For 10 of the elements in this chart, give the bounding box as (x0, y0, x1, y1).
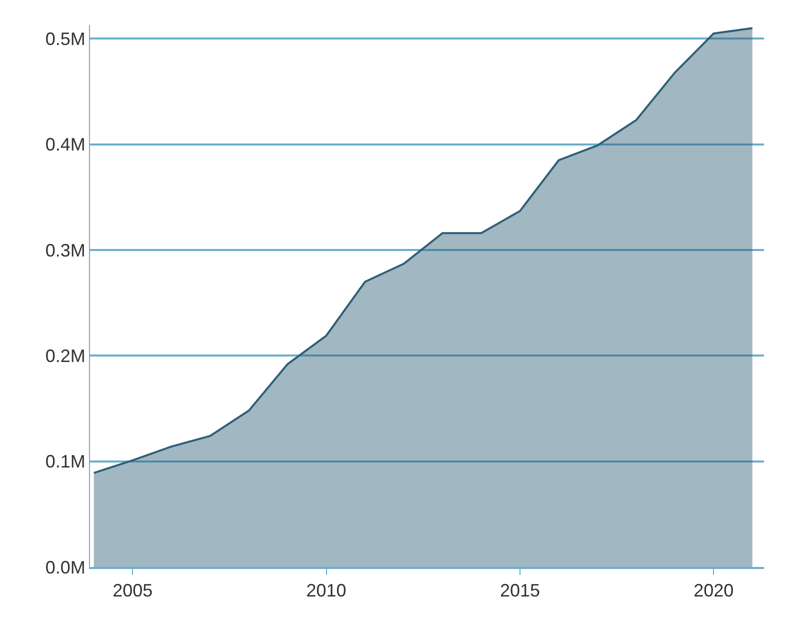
x-tick-label: 2015 (500, 580, 540, 601)
x-tick-label: 2020 (694, 580, 734, 601)
y-tick-label: 0.3M (45, 240, 86, 260)
y-tick-label: 0.0M (45, 557, 86, 578)
y-tick-label: 0.2M (45, 346, 86, 366)
y-tick-label: 0.1M (45, 452, 86, 472)
x-tick-label: 2005 (112, 580, 153, 601)
x-tick-label: 2010 (306, 580, 346, 601)
y-tick-label: 0.5M (45, 29, 86, 50)
y-tick-label: 0.4M (45, 134, 86, 155)
